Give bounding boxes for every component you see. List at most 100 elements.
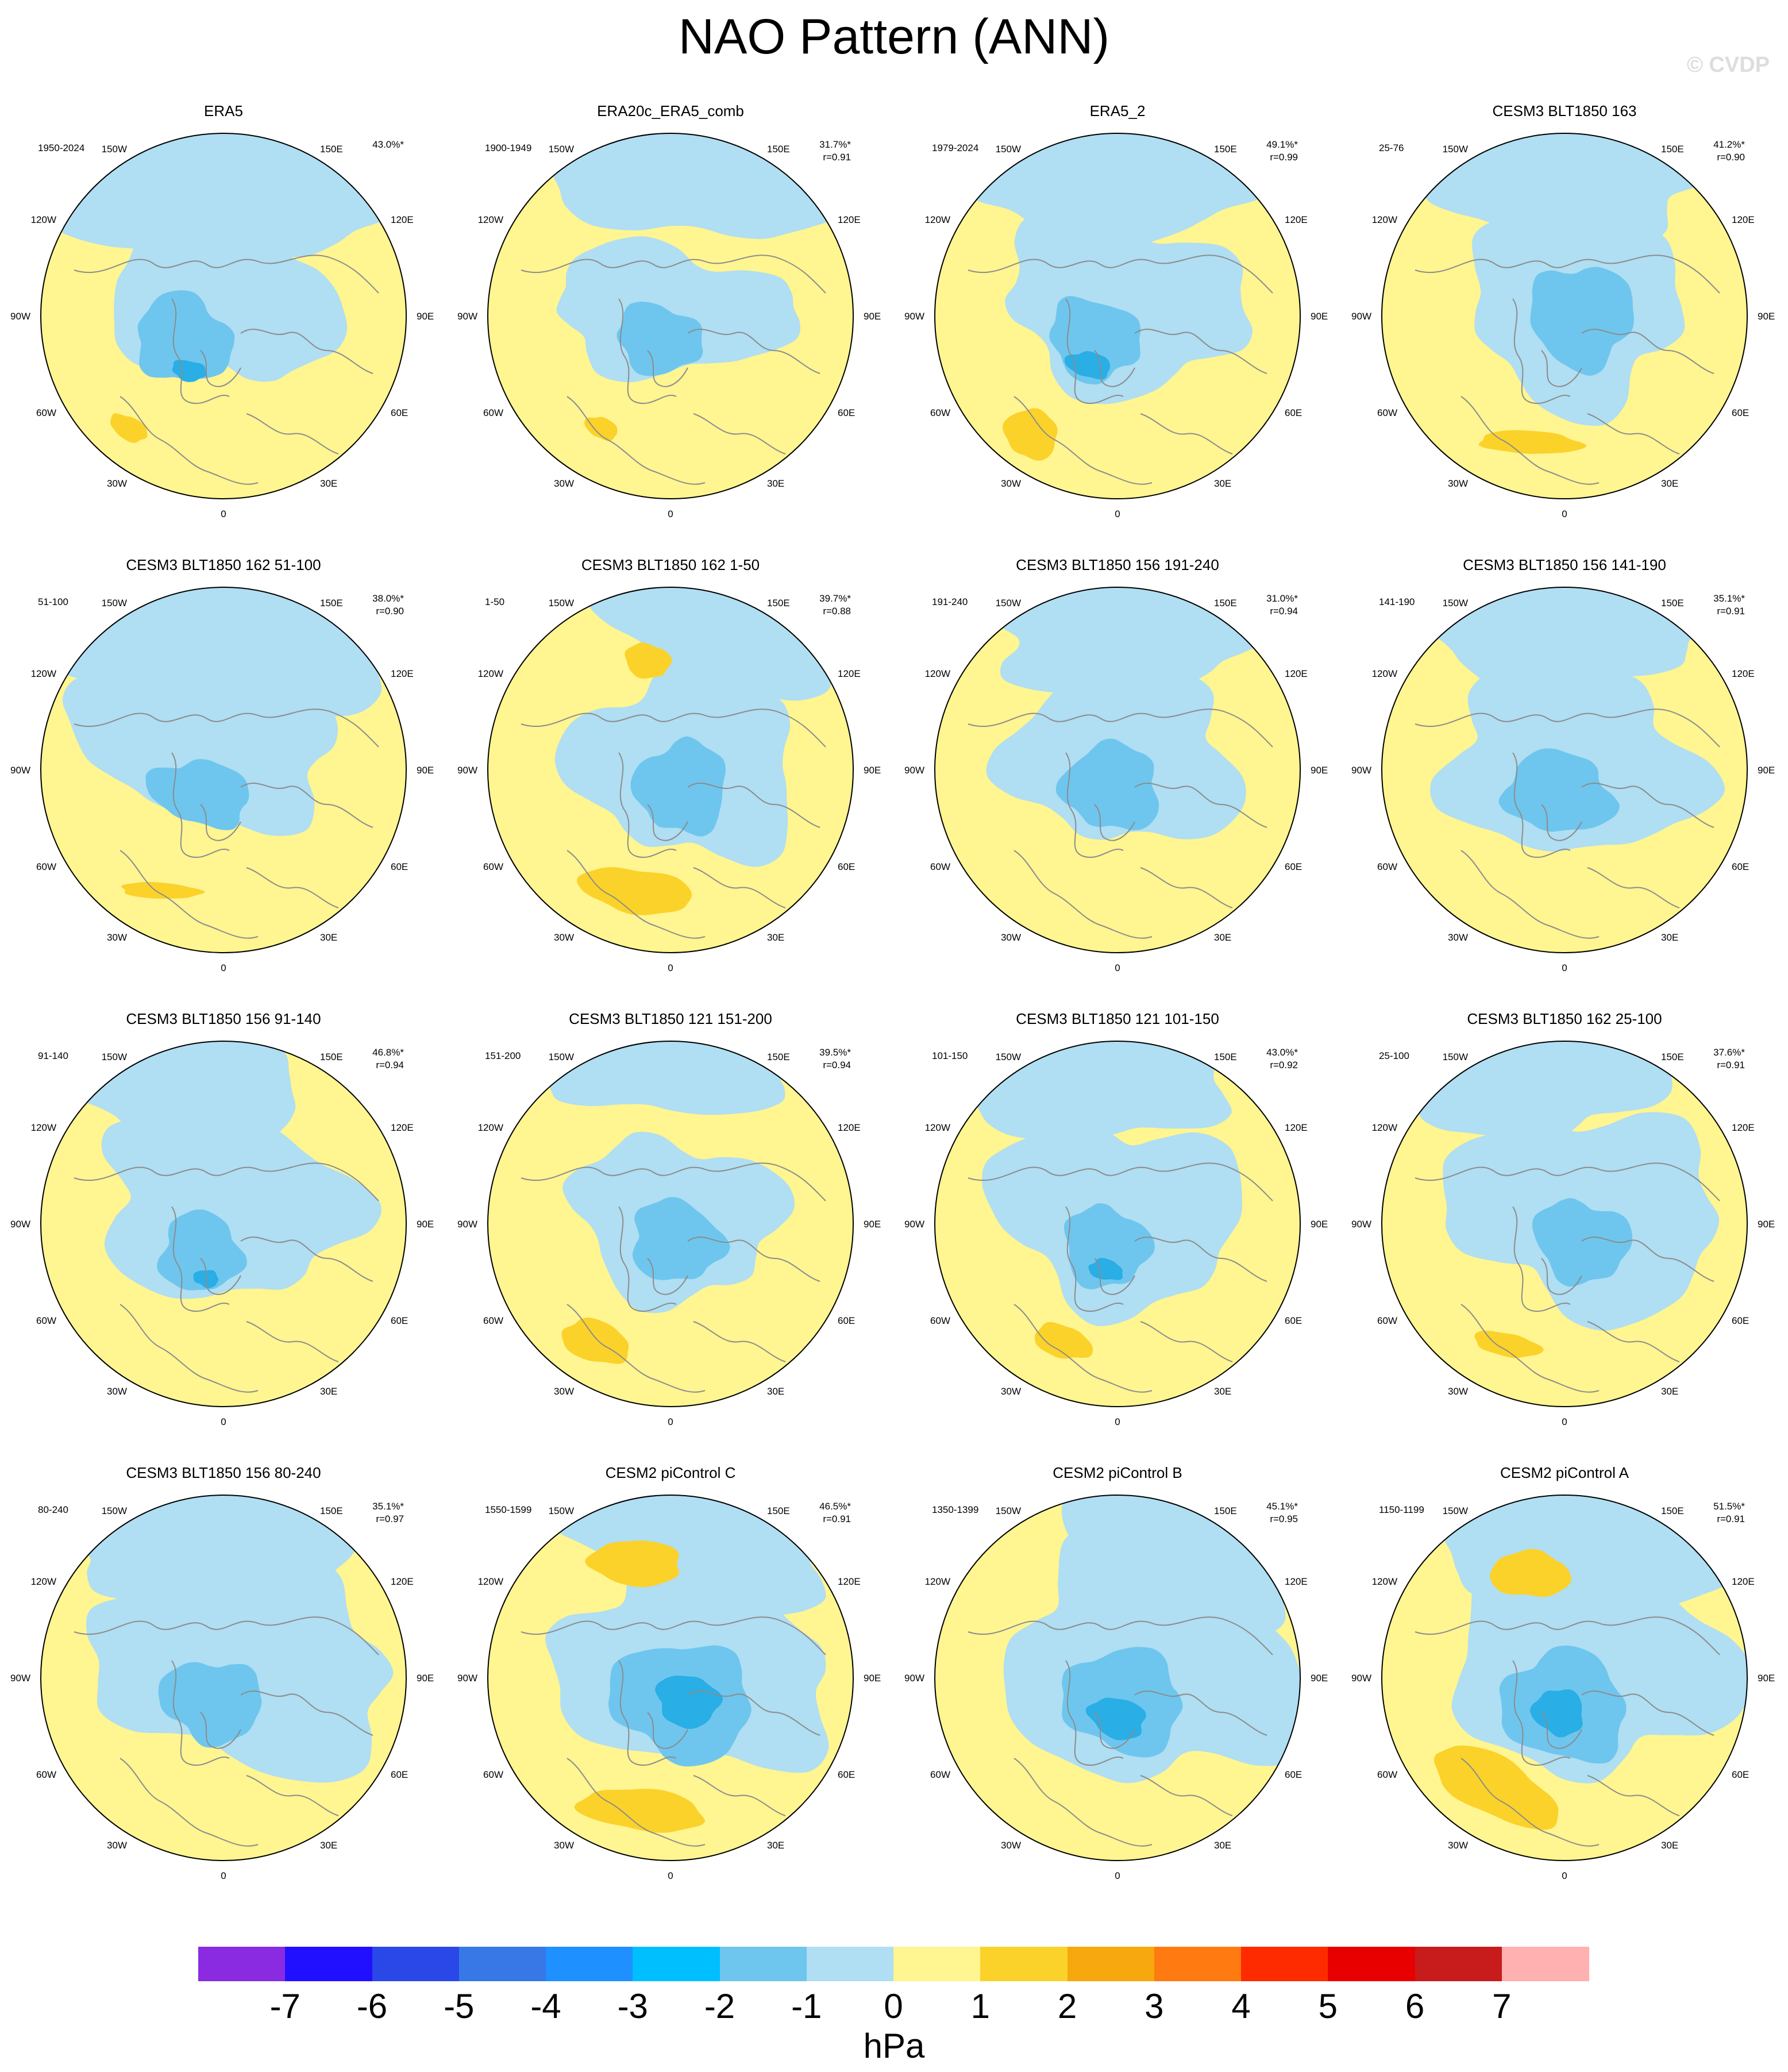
map-field: [488, 587, 853, 953]
longitude-label: 90E: [864, 765, 881, 776]
positive-anomaly-core: [121, 881, 205, 899]
coastline: [1140, 413, 1233, 455]
longitude-label: 30W: [1001, 478, 1021, 489]
coastline: [1014, 1304, 1153, 1393]
coastline: [693, 413, 786, 455]
colorbar-tick-label: -7: [269, 1987, 300, 2025]
coastline: [968, 1616, 1273, 1655]
map-panel: CESM3 BLT1850 156 80-240 80-240 35.1%* r=0.…: [0, 1464, 447, 1918]
colorbar-tick-label: -5: [444, 1987, 475, 2025]
longitude-label: 30E: [1661, 478, 1678, 489]
coastline: [1581, 1236, 1714, 1282]
panel-title: CESM3 BLT1850 162 51-100: [126, 556, 321, 573]
coastlines: [1415, 255, 1720, 485]
longitude-label: 150W: [1443, 144, 1468, 155]
longitude-label: 150W: [996, 598, 1021, 608]
coastline: [687, 1236, 820, 1282]
panel-variance-explained: 46.5%*: [819, 1501, 851, 1512]
longitude-label: 60E: [838, 861, 855, 872]
longitude-label: 90E: [1311, 1673, 1328, 1684]
longitude-label: 90E: [417, 765, 434, 776]
longitude-label: 150W: [549, 598, 574, 608]
coastline: [1512, 1660, 1571, 1766]
longitude-label: 90E: [417, 1219, 434, 1230]
longitude-label: 120E: [838, 214, 861, 225]
positive-anomaly-core: [110, 413, 148, 443]
longitude-label: 0: [668, 962, 673, 973]
longitude-label: 60E: [1285, 1315, 1302, 1326]
longitude-label: 150W: [1443, 1052, 1468, 1062]
map-panel: CESM3 BLT1850 156 191-240 191-240 31.0%* r=…: [894, 556, 1341, 1010]
longitude-label: 60W: [36, 407, 56, 418]
longitude-label: 90E: [864, 311, 881, 322]
negative-anomaly-region: [556, 236, 800, 383]
negative-anomaly-core: [1055, 738, 1159, 830]
panel-pattern-correlation: r=0.91: [1717, 606, 1745, 617]
longitude-label: 150E: [1661, 144, 1684, 155]
positive-anomaly-core: [1478, 430, 1587, 454]
map-panel: CESM3 BLT1850 156 91-140 91-140 46.8%* r=0.…: [0, 1010, 447, 1464]
coastline: [1512, 298, 1571, 404]
longitude-label: 120W: [925, 214, 950, 225]
coastline: [618, 752, 677, 858]
longitude-label: 90W: [1351, 765, 1371, 776]
colorbar-cell: [198, 1947, 286, 1981]
longitude-label: 30W: [1001, 932, 1021, 943]
longitude-label: 60W: [930, 1769, 950, 1780]
longitude-label: 60E: [1732, 1315, 1749, 1326]
panel-pattern-correlation: r=0.91: [1717, 1060, 1745, 1070]
coastlines: [1415, 708, 1720, 939]
coastline: [1415, 1162, 1720, 1201]
map-panel: CESM3 BLT1850 121 151-200 151-200 39.5%* r=…: [447, 1010, 894, 1464]
longitude-label: 0: [1562, 962, 1567, 973]
map-field: [1382, 587, 1747, 953]
coastline: [1461, 1304, 1600, 1393]
negative-anomaly-region: [62, 642, 338, 836]
negative-anomaly-core: [630, 736, 726, 837]
coastlines: [74, 1162, 379, 1393]
coastlines: [521, 708, 826, 939]
panel-title: CESM3 BLT1850 156 80-240: [126, 1464, 321, 1481]
longitude-label: 90W: [457, 311, 477, 322]
map-border: [487, 133, 854, 499]
panel-period: 25-76: [1379, 143, 1404, 153]
coastline: [1461, 396, 1600, 485]
longitude-label: 0: [1562, 1870, 1567, 1881]
longitude-label: 30E: [320, 478, 337, 489]
longitude-label: 150W: [102, 598, 127, 608]
polar-map: 180150E120E90E60E30E030W60W90W120W150W: [457, 1041, 881, 1427]
longitude-label: 90W: [10, 1673, 30, 1684]
coastline: [1014, 1758, 1153, 1847]
panel-variance-explained: 35.1%*: [372, 1501, 404, 1512]
panel-variance-explained: 41.2%*: [1713, 139, 1745, 150]
coastline: [1541, 350, 1582, 387]
coastline: [521, 1616, 826, 1655]
longitude-label: 120W: [478, 214, 503, 225]
polar-map: 180150E120E90E60E30E030W60W90W120W150W: [904, 133, 1328, 519]
longitude-label: 60W: [483, 1315, 503, 1326]
longitude-label: 150W: [102, 1052, 127, 1062]
colorbar-cell: [1067, 1947, 1155, 1981]
positive-anomaly-core: [584, 417, 618, 441]
map-field: [1382, 1495, 1747, 1861]
colorbar-cell: [285, 1947, 372, 1981]
coastline: [1014, 850, 1153, 939]
coastline: [687, 1690, 820, 1736]
map-field: [488, 133, 853, 499]
colorbar-cell: [546, 1947, 633, 1981]
longitude-label: 90W: [457, 1673, 477, 1684]
map-border: [934, 587, 1301, 953]
longitude-label: 0: [1562, 1416, 1567, 1427]
longitude-label: 90E: [1758, 1219, 1775, 1230]
map-panel: CESM2 piControl A1150-119951.5%*r=0.9118…: [1341, 1464, 1788, 1918]
panel-variance-explained: 49.1%*: [1266, 139, 1298, 150]
panel-title: CESM3 BLT1850 121 101-150: [1016, 1010, 1219, 1027]
negative-anomaly-center: [655, 1676, 723, 1729]
longitude-label: 120E: [391, 668, 414, 679]
longitude-label: 90E: [1311, 1219, 1328, 1230]
polar-map: 180150E120E90E60E30E030W60W90W120W150W: [457, 1495, 881, 1881]
longitude-label: 150W: [996, 144, 1021, 155]
coastlines: [1415, 1616, 1720, 1847]
coastline: [1134, 328, 1267, 374]
colorbar-tick-labels: -7 -6 -5 -4 -3 -2 -1 0 1 2 3 4 5 6 7: [0, 1984, 1788, 2029]
